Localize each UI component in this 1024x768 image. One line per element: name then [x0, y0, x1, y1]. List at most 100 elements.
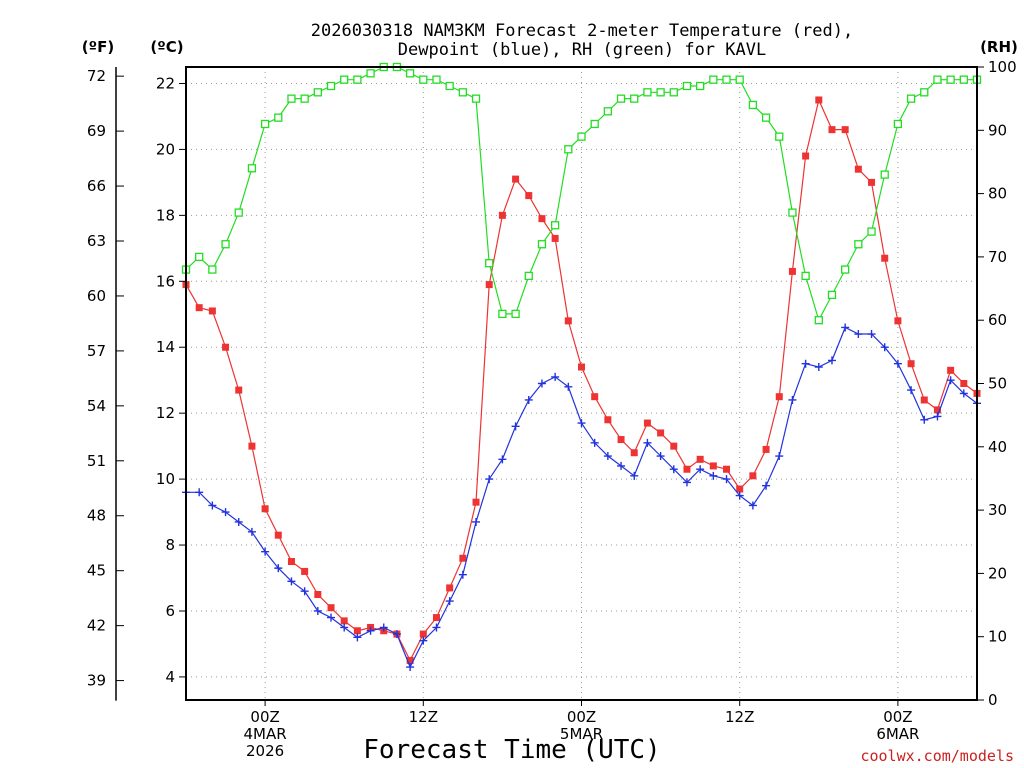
rh-point	[537, 240, 547, 249]
dewpoint-point	[577, 419, 586, 428]
dewpoint-point	[933, 412, 942, 421]
rh-tick-label: 50	[988, 375, 1007, 393]
dewpoint-point	[762, 481, 771, 490]
rh-point	[709, 75, 718, 84]
rh-point	[761, 113, 771, 122]
rh-unit-label: (RH)	[980, 38, 1018, 56]
rh-point	[577, 132, 586, 141]
dewpoint-point	[419, 636, 428, 645]
rh-tick-label: 70	[988, 248, 1007, 266]
temperature-point	[933, 406, 941, 414]
temperature-point	[775, 393, 783, 401]
fahrenheit-tick-label: 54	[87, 397, 106, 415]
dewpoint-point	[946, 376, 955, 385]
temperature-point	[327, 604, 335, 612]
rh-point	[313, 88, 322, 97]
temperature-point	[723, 465, 731, 473]
rh-point	[827, 290, 837, 300]
temperature-point	[446, 584, 454, 592]
dewpoint-point	[458, 570, 467, 579]
fahrenheit-tick-label: 42	[87, 617, 106, 635]
dewpoint-point	[353, 633, 362, 642]
temperature-point	[894, 317, 902, 325]
temperature-point	[828, 126, 836, 134]
rh-tick-label: 90	[988, 121, 1007, 139]
temperature-point	[261, 505, 269, 513]
time-tick-label: 12Z	[409, 708, 438, 726]
celsius-tick-label: 14	[156, 338, 175, 356]
temperature-point	[696, 455, 704, 463]
dewpoint-series	[182, 323, 981, 672]
rh-point	[366, 69, 375, 78]
dewpoint-point	[893, 359, 902, 368]
dewpoint-point	[247, 527, 256, 536]
temperature-point	[314, 591, 322, 598]
rh-point	[893, 119, 903, 129]
temperature-point	[538, 215, 546, 223]
dewpoint-point	[682, 478, 691, 487]
rh-point	[405, 69, 415, 78]
temperature-point	[301, 567, 309, 575]
rh-point	[524, 271, 533, 281]
rh-point	[867, 227, 876, 236]
temperature-point	[670, 442, 678, 450]
temperature-point	[235, 386, 243, 394]
time-tick-label: 4MAR	[244, 725, 287, 743]
dewpoint-point	[340, 623, 349, 632]
rh-point	[696, 81, 705, 91]
temperature-point	[485, 281, 493, 289]
dewpoint-point	[445, 597, 454, 606]
temperature-point	[248, 442, 256, 450]
time-tick-label: 2026	[246, 742, 284, 760]
fahrenheit-tick-label: 72	[87, 67, 106, 85]
temperature-point	[881, 254, 889, 262]
rh-tick-label: 40	[988, 438, 1007, 456]
temperature-point	[419, 630, 427, 638]
rh-point	[590, 119, 599, 129]
x-axis-label: Forecast Time (UTC)	[363, 735, 660, 765]
rh-point	[682, 81, 692, 91]
fahrenheit-tick-label: 45	[87, 562, 106, 580]
temperature-point	[287, 558, 295, 566]
temperature-point	[195, 304, 203, 312]
rh-point	[814, 316, 823, 325]
temperature-point	[947, 366, 955, 374]
celsius-tick-label: 6	[165, 602, 175, 620]
rh-point	[748, 100, 758, 110]
rh-tick-label: 20	[988, 564, 1007, 582]
dewpoint-point	[313, 606, 322, 615]
temperature-point	[854, 165, 862, 173]
rh-point	[432, 75, 441, 84]
dewpoint-point	[432, 623, 441, 632]
fahrenheit-tick-label: 57	[87, 342, 106, 360]
temperature-point	[643, 419, 651, 427]
celsius-unit-label: (ºC)	[150, 38, 183, 56]
time-tick-label: 00Z	[883, 708, 912, 726]
dewpoint-point	[801, 359, 810, 368]
celsius-tick-label: 22	[156, 74, 175, 92]
rh-point	[353, 75, 362, 84]
celsius-tick-label: 16	[156, 272, 175, 290]
rh-point	[340, 75, 349, 84]
rh-point	[788, 208, 797, 217]
fahrenheit-tick-label: 39	[87, 672, 106, 690]
rh-point	[498, 309, 507, 319]
temperature-point	[353, 627, 361, 635]
series-layer	[181, 62, 982, 672]
fahrenheit-tick-label: 63	[87, 232, 106, 250]
time-tick-label: 6MAR	[876, 725, 919, 743]
dewpoint-point	[379, 623, 388, 632]
temperature-point	[551, 234, 559, 242]
temperature-point	[604, 416, 612, 424]
temperature-point	[630, 449, 638, 457]
dewpoint-point	[748, 501, 757, 510]
dewpoint-point	[195, 488, 204, 497]
temperature-point	[815, 96, 823, 104]
temperature-point	[564, 317, 572, 325]
dewpoint-point	[564, 382, 573, 391]
rh-point	[326, 81, 336, 91]
plot-frame	[185, 66, 978, 701]
celsius-tick-label: 8	[165, 536, 175, 554]
fahrenheit-tick-label: 60	[87, 287, 106, 305]
